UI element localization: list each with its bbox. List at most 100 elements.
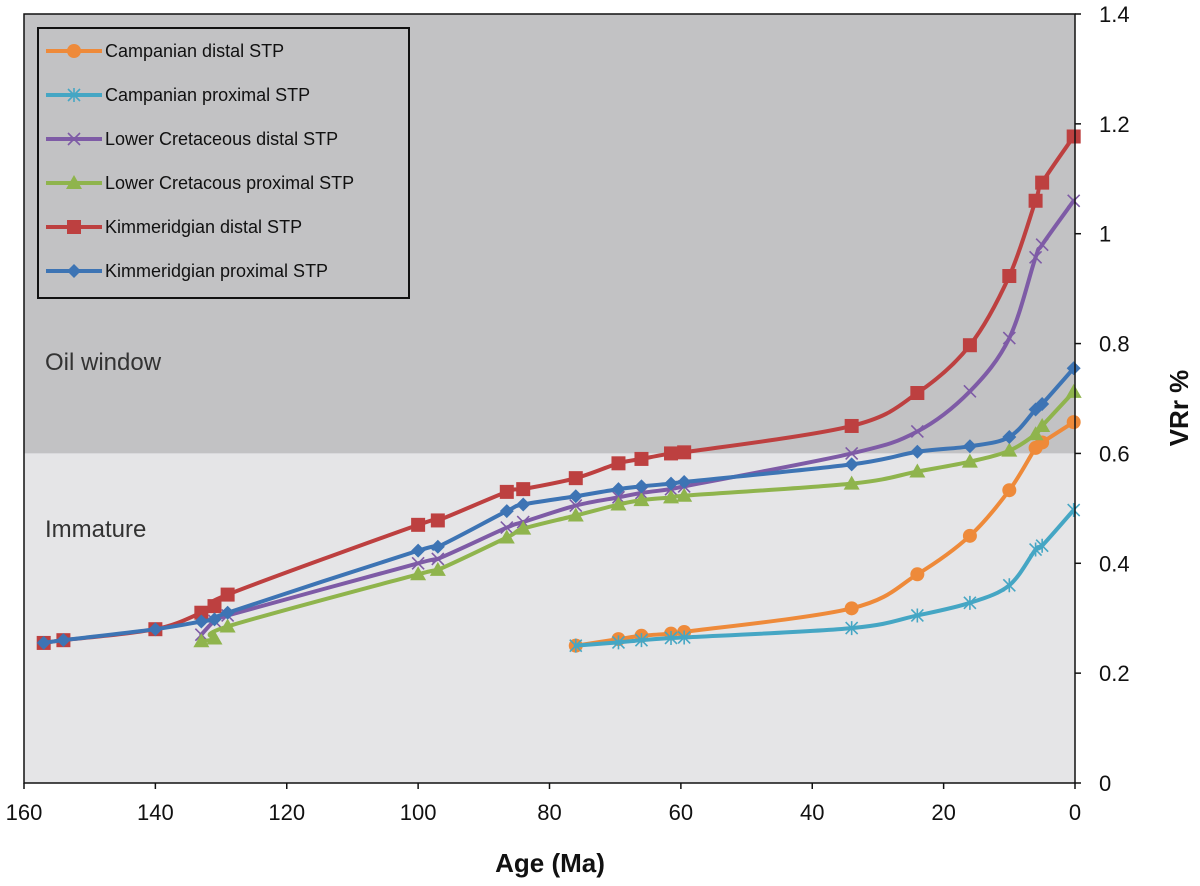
y-axis-title: VRr % [1164, 370, 1194, 447]
zone-oil-window [24, 14, 1075, 454]
marker-shape [634, 633, 649, 648]
data-point [963, 384, 977, 398]
marker-shape [56, 633, 71, 648]
data-point [1029, 542, 1043, 557]
marker-shape [66, 175, 82, 189]
marker-shape [1027, 426, 1044, 441]
marker-shape [1035, 396, 1050, 411]
marker-shape [611, 635, 626, 650]
marker-shape [220, 605, 235, 620]
legend-item: Lower Cretacous proximal STP [46, 173, 354, 193]
marker-shape [430, 513, 445, 528]
data-point [411, 517, 426, 532]
data-point [193, 633, 210, 648]
data-point [36, 635, 51, 650]
legend-item: Campanian distal STP [46, 41, 284, 61]
data-point [430, 513, 445, 528]
marker-shape [515, 520, 532, 535]
marker-shape [845, 621, 859, 636]
marker-shape [36, 635, 51, 650]
data-point [1067, 194, 1081, 208]
marker-shape [634, 451, 649, 466]
data-point [845, 446, 859, 460]
data-point [844, 457, 859, 472]
marker-shape [194, 605, 209, 620]
legend-items: Campanian distal STP Campanian proximal S… [46, 41, 354, 281]
data-point [611, 482, 626, 497]
marker-shape [1034, 417, 1051, 432]
x-tick-label: 20 [931, 800, 955, 825]
data-point [1027, 426, 1044, 441]
marker-shape [411, 517, 426, 532]
y-tick-label: 0 [1099, 771, 1111, 796]
marker-shape [910, 567, 925, 582]
x-tick-label: 80 [537, 800, 561, 825]
legend-swatch-marker [67, 220, 81, 234]
axes-layer: 160 140 120 100 80 60 40 20 00 0.2 0.4 0.6 0.8 1 1.2 1.… [6, 2, 1130, 825]
marker-shape [664, 630, 678, 645]
marker-shape [962, 338, 977, 353]
series-layer [36, 129, 1082, 653]
x-tick-label: 60 [669, 800, 693, 825]
marker-shape [1067, 503, 1081, 518]
x-tick-label: 0 [1069, 800, 1081, 825]
marker-shape [843, 475, 860, 490]
data-point [910, 424, 924, 439]
legend-label: Kimmeridgian proximal STP [105, 261, 328, 281]
legend: Campanian distal STP Campanian proximal S… [37, 27, 410, 299]
series-5 [36, 361, 1081, 650]
data-point [961, 453, 978, 468]
marker-shape [207, 612, 222, 627]
marker-shape [910, 424, 924, 439]
marker-shape [611, 482, 626, 497]
marker-shape [909, 463, 926, 478]
legend-item: Campanian proximal STP [46, 85, 310, 105]
data-point [56, 633, 71, 648]
marker-shape [677, 474, 692, 489]
data-point [516, 482, 531, 497]
marker-shape [677, 445, 692, 460]
marker-shape [193, 633, 210, 648]
marker-shape [1066, 415, 1081, 430]
marker-shape [569, 499, 583, 513]
series-1 [569, 503, 1081, 653]
data-point [610, 496, 627, 511]
marker-shape [844, 601, 859, 616]
data-point [634, 479, 649, 494]
marker-shape [1028, 193, 1043, 208]
marker-shape [499, 504, 514, 519]
data-point [677, 630, 691, 645]
data-point [515, 520, 532, 535]
marker-shape [961, 453, 978, 468]
x-tick-label: 40 [800, 800, 824, 825]
zone-labels: Oil window Immature [45, 349, 162, 543]
data-point [430, 539, 445, 554]
legend-swatch-marker [67, 44, 81, 58]
data-point [633, 492, 650, 507]
data-point [1002, 269, 1017, 284]
marker-shape [676, 487, 693, 502]
x-tick-label: 160 [6, 800, 43, 825]
data-point [677, 474, 692, 489]
data-point [910, 444, 925, 459]
series-3 [193, 383, 1082, 648]
data-point [1066, 415, 1081, 430]
marker-shape [148, 622, 163, 637]
legend-swatch-marker [67, 132, 81, 146]
marker-shape [664, 476, 679, 491]
marker-shape [1002, 429, 1017, 444]
data-point [1002, 331, 1016, 345]
marker-shape [411, 556, 425, 570]
y-tick-label: 0.6 [1099, 441, 1130, 466]
marker-shape [663, 489, 680, 504]
data-point [568, 471, 583, 486]
data-point [634, 451, 649, 466]
data-point [843, 475, 860, 490]
data-point [1035, 238, 1049, 252]
data-point [844, 418, 859, 433]
data-point [664, 446, 679, 461]
data-point [411, 556, 425, 570]
marker-shape [962, 439, 977, 454]
legend-label: Lower Cretaceous distal STP [105, 129, 338, 149]
data-point [1002, 578, 1016, 593]
